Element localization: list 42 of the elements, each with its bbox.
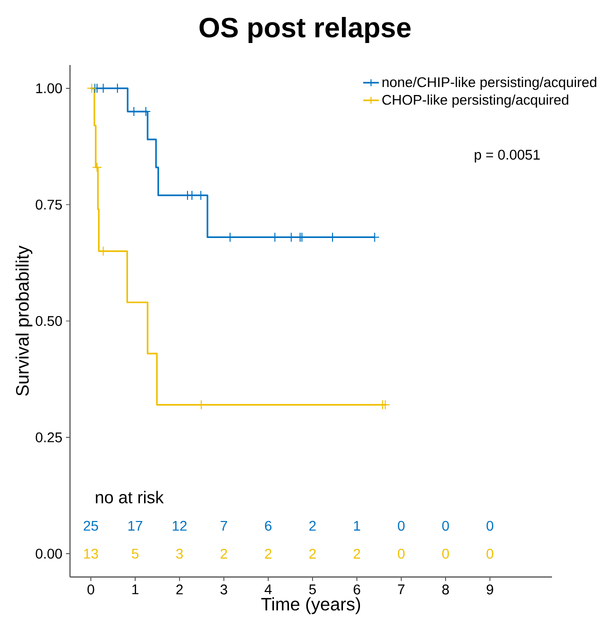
- y-tick-label: 1.00: [36, 83, 62, 94]
- annotation: p = 0.0051: [474, 150, 540, 162]
- annotation: 7: [220, 520, 228, 531]
- annotation: 0: [486, 520, 494, 531]
- annotation: 12: [172, 520, 187, 531]
- annotation: 17: [128, 520, 142, 531]
- annotation: 25: [84, 520, 98, 531]
- annotation: 2: [265, 548, 272, 559]
- legend-label: CHOP-like persisting/acquired: [382, 94, 568, 108]
- annotation: 2: [309, 520, 316, 531]
- annotation: 2: [220, 548, 228, 559]
- annotation: 1: [354, 520, 360, 531]
- annotation: 0: [486, 548, 494, 559]
- x-tick-label: 6: [354, 584, 360, 594]
- annotation: 0: [442, 520, 449, 531]
- x-tick-label: 2: [176, 584, 183, 594]
- y-tick-label: 0.00: [36, 548, 62, 559]
- y-tick-label: 0.75: [36, 200, 62, 210]
- annotation: 0: [398, 520, 405, 531]
- x-tick-label: 4: [264, 584, 272, 594]
- x-tick-label: 9: [486, 584, 494, 594]
- x-tick-label: 0: [87, 584, 94, 594]
- annotation: 13: [84, 548, 98, 559]
- annotation: 0: [442, 548, 449, 559]
- x-tick-label: 7: [398, 584, 404, 594]
- x-tick-label: 1: [132, 584, 138, 594]
- x-axis-title: Time (years): [261, 597, 360, 614]
- y-axis-title: Survival probability: [16, 246, 32, 396]
- x-tick-label: 5: [309, 584, 316, 594]
- chart-title: OS post relapse: [200, 16, 411, 44]
- x-tick-label: 8: [442, 584, 449, 594]
- y-tick-label: 0.25: [36, 432, 62, 442]
- annotation: 2: [309, 548, 316, 559]
- annotation: 3: [176, 548, 183, 559]
- annotation: 2: [354, 548, 360, 559]
- y-tick-label: 0.50: [36, 316, 62, 326]
- annotation: 6: [265, 520, 272, 531]
- annotation: no at risk: [96, 490, 164, 504]
- x-tick-label: 3: [220, 584, 228, 594]
- annotation: 0: [398, 548, 405, 559]
- annotation: 5: [132, 548, 138, 559]
- legend-label: none/CHIP-like persisting/acquired: [382, 76, 596, 90]
